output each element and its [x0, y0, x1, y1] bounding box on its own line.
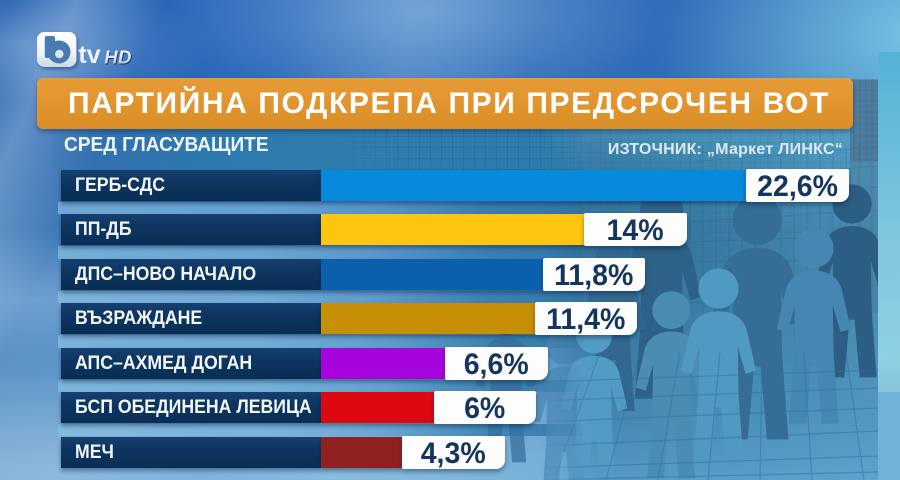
svg-text:HD: HD — [105, 47, 133, 68]
svg-text:tv: tv — [78, 41, 100, 69]
svg-text:HD: HD — [104, 46, 132, 67]
